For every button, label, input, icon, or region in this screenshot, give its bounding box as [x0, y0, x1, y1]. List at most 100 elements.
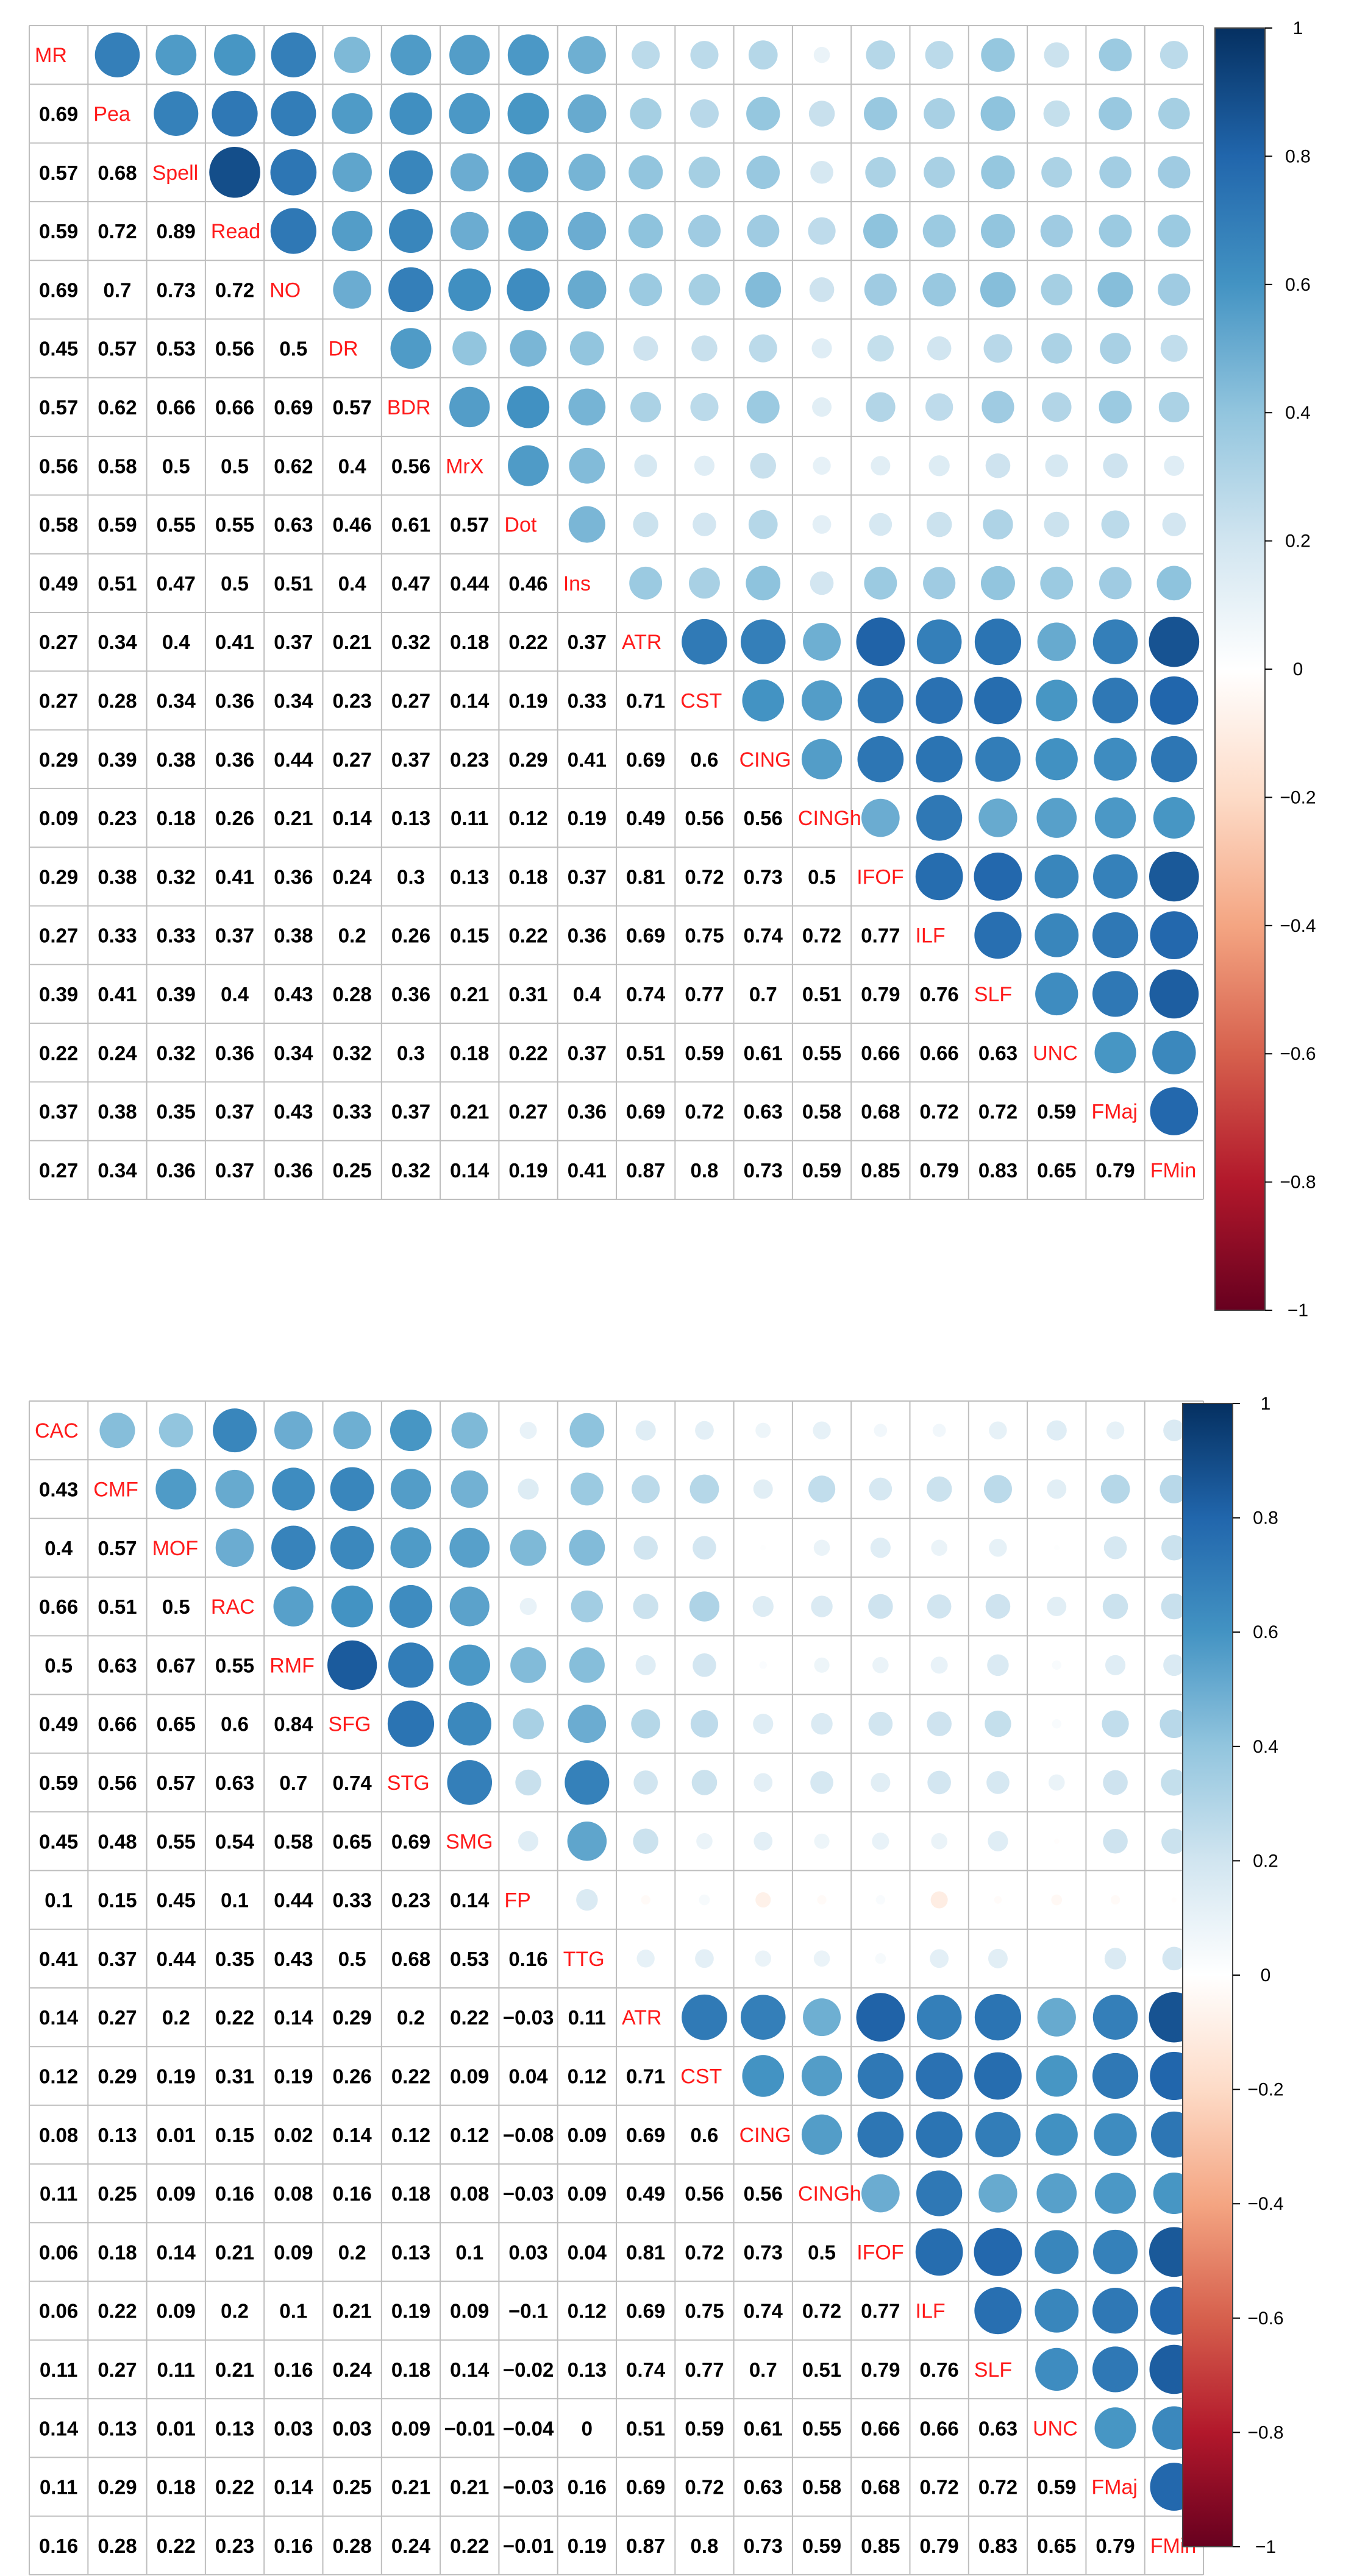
correlation-circle	[519, 1422, 537, 1439]
correlation-value: 0.11	[451, 807, 488, 829]
correlation-value: 0.83	[978, 2535, 1017, 2557]
correlation-value: 0.62	[98, 396, 137, 419]
correlation-circle	[1036, 679, 1078, 722]
correlation-circle	[930, 1949, 949, 1968]
correlation-value: 0.37	[568, 631, 607, 653]
correlation-value: 0.59	[39, 220, 78, 243]
correlation-value: 0.03	[508, 2241, 547, 2263]
correlation-value: 0.11	[157, 2358, 195, 2381]
correlation-circle	[94, 32, 140, 77]
colorbar-tick-label: −0.8	[1280, 1173, 1316, 1193]
correlation-circle	[510, 1647, 546, 1683]
correlation-circle	[688, 156, 721, 188]
correlation-circle	[508, 445, 549, 486]
correlation-circle	[570, 1472, 604, 1506]
variable-label: CINGh	[798, 807, 861, 830]
correlation-circle	[857, 2053, 903, 2099]
correlation-circle	[1094, 1032, 1136, 1074]
correlation-circle	[568, 388, 606, 426]
correlation-value: 0.18	[450, 631, 489, 653]
correlation-value: 0.23	[391, 1889, 430, 1912]
variable-label: CAC	[35, 1419, 79, 1442]
correlation-value: 0.12	[568, 2300, 607, 2322]
correlation-circle	[449, 35, 490, 76]
correlation-circle	[159, 1413, 193, 1448]
correlation-value: 0.27	[508, 1101, 547, 1123]
correlation-value: 0.21	[333, 631, 372, 653]
correlation-circle	[450, 153, 489, 192]
correlation-value: 0.72	[978, 1101, 1017, 1123]
correlation-value: 0.56	[39, 455, 78, 477]
variable-label: FMaj	[1091, 2476, 1138, 2499]
correlation-value: 0.58	[39, 514, 78, 536]
correlation-circle	[755, 1892, 771, 1908]
correlation-value: 0.68	[861, 2476, 900, 2499]
correlation-value: 0.4	[162, 631, 191, 653]
correlation-circle	[1100, 333, 1131, 364]
correlation-circle	[856, 617, 905, 667]
correlation-circle	[871, 456, 891, 476]
variable-label: STG	[387, 1772, 430, 1795]
correlation-circle	[927, 1711, 952, 1736]
correlation-circle	[1092, 2288, 1139, 2334]
correlation-circle	[1162, 1946, 1186, 1971]
correlation-value: 0.18	[508, 865, 547, 888]
correlation-circle	[1163, 1654, 1185, 1677]
correlation-circle	[872, 1833, 889, 1850]
correlation-value: 0.09	[450, 2065, 489, 2087]
correlation-value: 0.75	[685, 2300, 724, 2322]
correlation-value: 0.2	[397, 2006, 425, 2029]
correlation-value: 0.72	[98, 220, 137, 243]
correlation-circle	[568, 270, 607, 309]
variable-label: TTG	[563, 1948, 605, 1971]
correlation-circle	[215, 1528, 254, 1567]
correlation-circle	[389, 1584, 433, 1628]
correlation-value: 0.21	[450, 983, 489, 1006]
correlation-circle	[1163, 1419, 1185, 1441]
correlation-value: 0.59	[39, 1772, 78, 1794]
correlation-value: 0.22	[98, 2300, 137, 2322]
correlation-circle	[636, 1950, 655, 1968]
correlation-circle	[1044, 42, 1070, 68]
correlation-value: 0.57	[98, 338, 137, 360]
correlation-value: 0.66	[98, 1713, 137, 1736]
correlation-value: 0.19	[508, 1159, 547, 1182]
correlation-circle	[1092, 1995, 1138, 2040]
correlation-value: 0.73	[157, 279, 196, 301]
correlation-value: 0.72	[215, 279, 254, 301]
correlation-value: 0.85	[861, 2535, 900, 2557]
correlation-value: 0.22	[450, 2006, 489, 2029]
correlation-value: 0.36	[157, 1159, 196, 1182]
correlation-value: 0.22	[391, 2065, 430, 2087]
correlation-circle	[812, 515, 832, 534]
correlation-circle	[451, 1470, 488, 1508]
correlation-circle	[333, 271, 371, 309]
correlation-value: 0.69	[391, 1830, 430, 1853]
correlation-value: 0.68	[391, 1948, 430, 1970]
correlation-circle	[974, 2287, 1022, 2335]
correlation-value: 0.29	[333, 2006, 372, 2029]
correlation-value: 0.34	[274, 689, 313, 712]
correlation-value: 0.5	[808, 2241, 836, 2263]
correlation-value: 0.45	[157, 1889, 196, 1912]
correlation-circle	[641, 1895, 650, 1905]
correlation-value: 0.32	[333, 1041, 372, 1064]
correlation-value: −0.1	[508, 2300, 548, 2322]
correlation-value: 0.11	[40, 2358, 77, 2381]
correlation-value: 0.59	[685, 1041, 724, 1064]
correlation-circle	[1110, 1895, 1121, 1905]
correlation-value: 0.47	[391, 572, 430, 595]
correlation-value: 0.14	[450, 1889, 490, 1912]
colorbar-tick-label: 0	[1261, 1965, 1271, 1985]
correlation-circle	[515, 1769, 541, 1796]
correlation-circle	[1047, 1479, 1067, 1499]
correlation-value: 0.55	[157, 1830, 196, 1853]
correlation-circle	[1099, 156, 1131, 188]
correlation-circle	[332, 210, 372, 252]
correlation-circle	[507, 268, 550, 311]
correlation-circle	[1037, 1998, 1076, 2037]
correlation-value: 0.22	[215, 2006, 254, 2029]
correlation-value: 0.44	[450, 572, 490, 595]
correlation-value: 0.38	[157, 748, 196, 771]
